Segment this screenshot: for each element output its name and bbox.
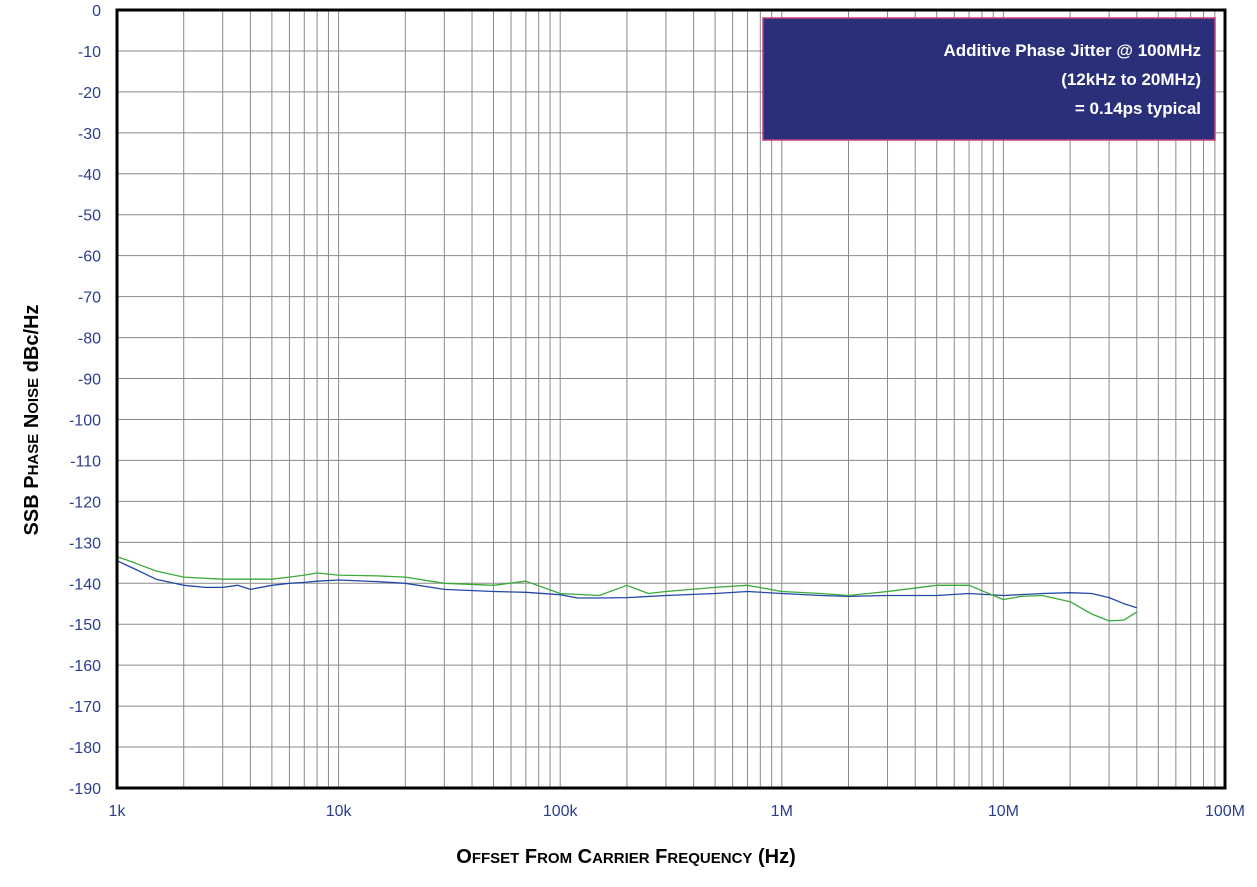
x-tick-label: 10k bbox=[326, 803, 353, 820]
axis-title-part: dBc/Hz bbox=[21, 305, 43, 378]
y-tick-label: -40 bbox=[78, 167, 101, 184]
y-tick-label: -170 bbox=[69, 699, 101, 716]
y-tick-label: -90 bbox=[78, 372, 101, 389]
y-tick-label: 0 bbox=[92, 3, 101, 20]
x-tick-label: 10M bbox=[988, 803, 1019, 820]
axis-title-part: SSB P bbox=[21, 475, 43, 535]
axis-title-part: (Hz) bbox=[752, 846, 795, 868]
y-tick-label: -10 bbox=[78, 44, 101, 61]
x-tick-label: 1M bbox=[771, 803, 793, 820]
x-axis-title: OFFSET FROM CARRIER FREQUENCY (Hz) bbox=[456, 846, 795, 868]
y-axis-title: SSB PHASE NOISE dBc/Hz bbox=[21, 305, 43, 536]
y-tick-label: -100 bbox=[69, 412, 101, 429]
axis-title-part: OISE bbox=[25, 378, 42, 414]
jitter-annotation-box: Additive Phase Jitter @ 100MHz (12kHz to… bbox=[762, 17, 1216, 141]
series-layer bbox=[116, 555, 1138, 622]
annotation-line-1: Additive Phase Jitter @ 100MHz bbox=[944, 41, 1202, 60]
series-line-blue bbox=[116, 560, 1137, 609]
axis-title-part: F bbox=[519, 846, 537, 868]
y-tick-label: -120 bbox=[69, 494, 101, 511]
axis-title-part: FFSET bbox=[472, 850, 520, 867]
annotation-line-2: (12kHz to 20MHz) bbox=[1061, 70, 1201, 89]
annotation-background bbox=[762, 17, 1216, 141]
y-tick-label: -110 bbox=[70, 453, 101, 470]
axis-title-part: REQUENCY bbox=[667, 850, 752, 867]
axis-title-part: N bbox=[21, 414, 43, 434]
y-tick-label: -20 bbox=[78, 85, 101, 102]
y-tick-label: -80 bbox=[78, 331, 101, 348]
axis-title-part: F bbox=[650, 846, 668, 868]
y-tick-label: -160 bbox=[69, 658, 101, 675]
y-tick-label: -70 bbox=[78, 290, 101, 307]
x-tick-label: 1k bbox=[109, 803, 127, 820]
y-tick-label: -190 bbox=[69, 781, 101, 798]
y-tick-label: -50 bbox=[78, 208, 101, 225]
x-tick-label: 100k bbox=[543, 803, 579, 820]
annotation-line-3: = 0.14ps typical bbox=[1075, 99, 1201, 118]
axis-title-part: ROM bbox=[537, 850, 572, 867]
y-tick-label: -130 bbox=[69, 535, 101, 552]
y-tick-label: -180 bbox=[69, 740, 101, 757]
y-tick-labels: 0 -10 -20 -30 -40 -50 -60 -70 -80 -90 -100 -110 -120… bbox=[69, 3, 101, 798]
y-tick-label: -60 bbox=[78, 249, 101, 266]
axis-title-part: C bbox=[572, 846, 592, 868]
axis-title-part: ARRIER bbox=[592, 850, 650, 867]
axis-title-part: HASE bbox=[25, 434, 42, 476]
plot-frame bbox=[115, 8, 1227, 790]
axis-title-part: O bbox=[456, 846, 472, 868]
series-line-green bbox=[116, 555, 1138, 622]
x-tick-label: 100M bbox=[1205, 803, 1245, 820]
y-tick-label: -150 bbox=[69, 617, 101, 634]
x-tick-labels: 1k 10k 100k 1M 10M 100M bbox=[109, 803, 1245, 820]
y-tick-label: -140 bbox=[69, 576, 101, 593]
y-tick-label: -30 bbox=[78, 126, 101, 143]
